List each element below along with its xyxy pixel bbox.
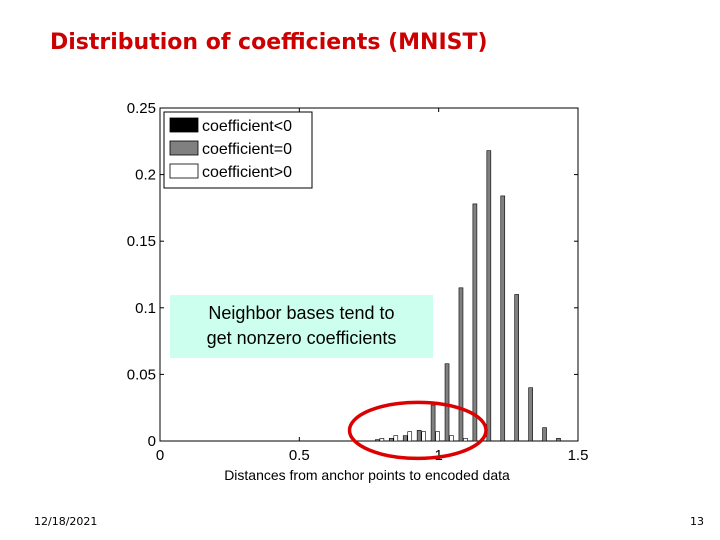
legend-label: coefficient<0 <box>202 118 292 135</box>
bar <box>430 404 436 442</box>
bar <box>500 195 506 442</box>
bar <box>416 430 422 442</box>
legend-label: coefficient>0 <box>202 164 292 181</box>
legend-swatch <box>169 163 199 179</box>
y-tick-label: 0.25 <box>127 100 156 117</box>
bar <box>388 438 394 442</box>
bar <box>542 427 547 442</box>
legend-label: coefficient=0 <box>202 141 292 158</box>
y-tick-label: 0.05 <box>127 366 156 383</box>
page-number: 13 <box>690 515 704 528</box>
bar <box>393 435 399 442</box>
y-tick-label: 0.1 <box>135 300 156 317</box>
bar <box>402 435 408 442</box>
bar <box>421 431 426 442</box>
bar <box>379 438 385 442</box>
bar <box>463 438 468 442</box>
legend-swatch <box>169 140 199 156</box>
x-axis-label: Distances from anchor points to encoded … <box>224 467 510 483</box>
bar <box>528 387 533 442</box>
footer-date: 12/18/2021 <box>34 515 98 528</box>
y-tick-label: 0.15 <box>127 233 156 250</box>
bar <box>486 150 492 442</box>
annotation-text: get nonzero coefficients <box>207 328 397 348</box>
y-tick-label: 0 <box>148 433 156 450</box>
legend-swatch <box>169 117 199 133</box>
y-tick-label: 0.2 <box>135 167 156 184</box>
bar <box>556 438 561 442</box>
bar <box>407 431 413 442</box>
bar <box>444 363 450 442</box>
x-tick-label: 1.5 <box>568 447 589 464</box>
bar <box>458 287 464 442</box>
bar <box>375 439 380 442</box>
x-tick-label: 0.5 <box>289 447 310 464</box>
highlight-ellipse <box>347 400 488 461</box>
bar <box>472 203 478 442</box>
bar <box>514 294 519 442</box>
slide-title: Distribution of coefficients (MNIST) <box>50 30 488 55</box>
annotation-text: Neighbor bases tend to <box>208 303 394 323</box>
bar <box>435 431 440 442</box>
bar <box>449 435 454 442</box>
x-tick-label: 0 <box>156 447 164 464</box>
annotation-box <box>170 295 433 358</box>
